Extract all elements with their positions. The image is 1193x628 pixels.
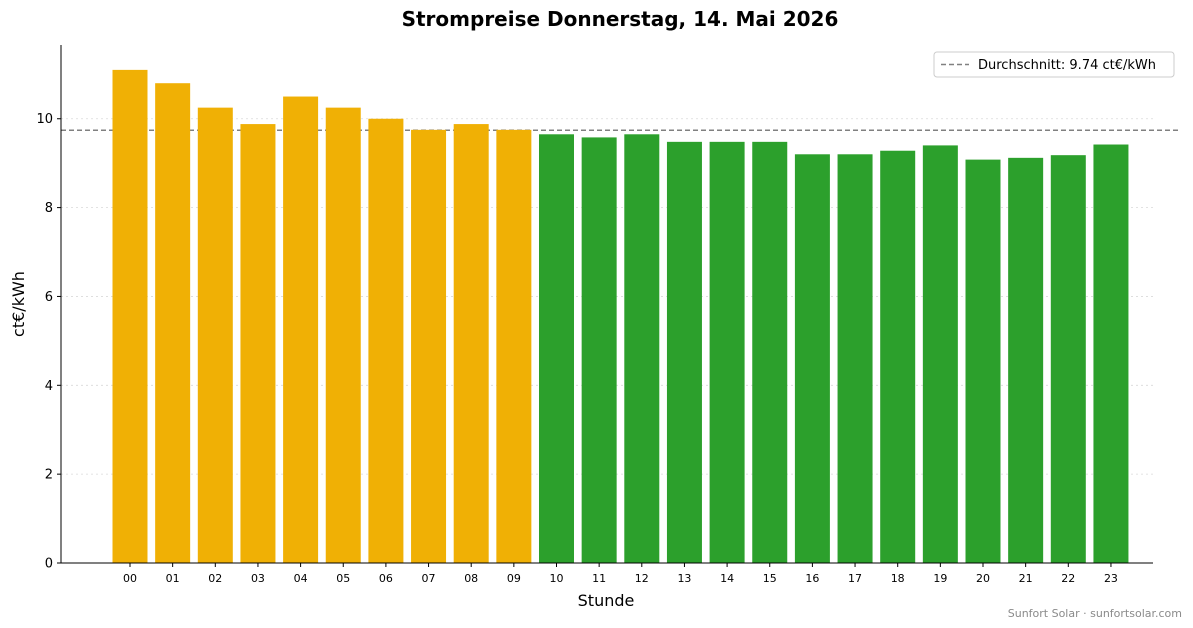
- y-tick-label: 0: [45, 557, 53, 572]
- x-tick-label: 06: [379, 572, 393, 585]
- bar-11: [581, 137, 617, 564]
- bar-06: [368, 118, 404, 563]
- x-tick-label: 18: [891, 572, 905, 585]
- legend-label: Durchschnitt: 9.74 ct€/kWh: [978, 58, 1156, 73]
- x-tick-label: 07: [422, 572, 436, 585]
- y-tick-label: 2: [45, 468, 53, 483]
- x-tick-label: 19: [933, 572, 947, 585]
- bar-04: [283, 96, 319, 563]
- bar-22: [1050, 155, 1086, 563]
- bar-05: [325, 107, 361, 563]
- y-axis-label: ct€/kWh: [9, 271, 28, 337]
- bars: [112, 69, 1129, 564]
- legend-box: [933, 51, 1175, 78]
- bar-15: [752, 141, 788, 563]
- watermark: Sunfort Solar · sunfortsolar.com: [1008, 607, 1182, 620]
- x-tick-label: 00: [123, 572, 137, 585]
- x-tick-label: 08: [464, 572, 478, 585]
- y-ticks: 0 2 4 6 8 10: [36, 112, 61, 572]
- x-tick-label: 02: [208, 572, 222, 585]
- x-tick-label: 15: [763, 572, 777, 585]
- bar-23: [1093, 144, 1129, 563]
- x-tick-label: 14: [720, 572, 734, 585]
- legend: Durchschnitt: 9.74 ct€/kWh: [933, 51, 1175, 78]
- x-tick-label: 09: [507, 572, 521, 585]
- bar-18: [880, 150, 916, 563]
- bar-03: [240, 124, 276, 564]
- bar-12: [624, 134, 660, 563]
- x-tick-label: 03: [251, 572, 265, 585]
- x-tick-label: 16: [805, 572, 819, 585]
- bar-20: [965, 159, 1001, 563]
- y-tick-label: 10: [36, 112, 53, 127]
- bar-02: [197, 107, 233, 563]
- bar-21: [1008, 157, 1044, 563]
- x-tick-label: 22: [1061, 572, 1075, 585]
- chart-title: Strompreise Donnerstag, 14. Mai 2026: [402, 7, 839, 31]
- bar-00: [112, 69, 148, 563]
- bar-19: [922, 145, 958, 563]
- x-tick-label: 04: [294, 572, 308, 585]
- x-tick-label: 21: [1019, 572, 1033, 585]
- bar-17: [837, 154, 873, 564]
- x-axis-label: Stunde: [578, 591, 635, 610]
- axes: [60, 45, 1153, 564]
- bar-16: [794, 154, 830, 564]
- x-tick-label: 23: [1104, 572, 1118, 585]
- bar-13: [666, 141, 702, 563]
- x-tick-label: 12: [635, 572, 649, 585]
- x-tick-label: 11: [592, 572, 606, 585]
- y-tick-label: 6: [45, 290, 53, 305]
- x-tick-label: 20: [976, 572, 990, 585]
- bar-09: [496, 129, 532, 564]
- x-tick-label: 01: [166, 572, 180, 585]
- bar-14: [709, 141, 745, 563]
- x-tick-label: 10: [550, 572, 564, 585]
- x-tick-label: 17: [848, 572, 862, 585]
- x-tick-label: 05: [336, 572, 350, 585]
- x-ticks: 00 01 02 03 04 05 06 07 08 09 10 11 12 13 14 15 16 17 18 19…: [123, 563, 1118, 585]
- x-tick-label: 13: [677, 572, 691, 585]
- bar-07: [411, 129, 447, 564]
- bar-10: [539, 134, 574, 563]
- bar-08: [453, 124, 489, 564]
- bar-01: [155, 83, 191, 563]
- y-tick-label: 4: [45, 379, 53, 394]
- y-tick-label: 8: [45, 201, 53, 216]
